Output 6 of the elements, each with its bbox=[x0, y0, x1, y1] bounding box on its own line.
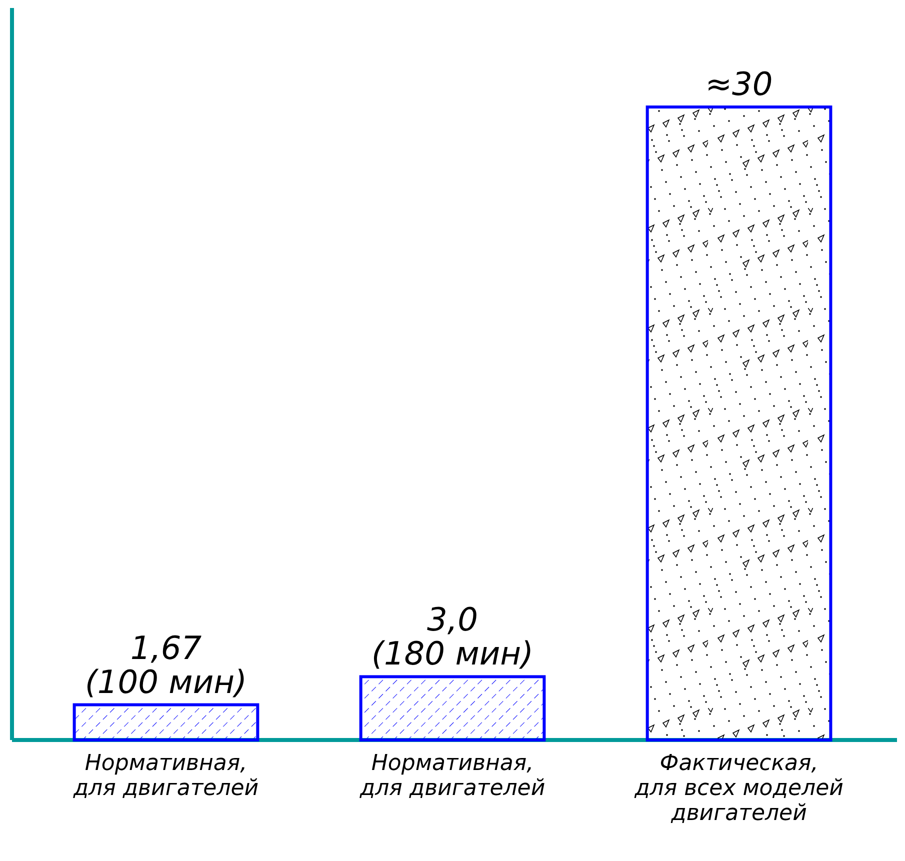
x-tick-label: Фактическая, для всех моделей двигателей bbox=[634, 751, 844, 826]
data-label: 3,0 (180 мин) bbox=[371, 600, 534, 673]
data-label: 1,67 (100 мин) bbox=[84, 628, 248, 701]
x-tick-label: Нормативная, для двигателей bbox=[358, 751, 546, 801]
data-label: ≈30 bbox=[705, 65, 773, 103]
x-tick-label: Нормативная, для двигателей bbox=[72, 751, 259, 801]
